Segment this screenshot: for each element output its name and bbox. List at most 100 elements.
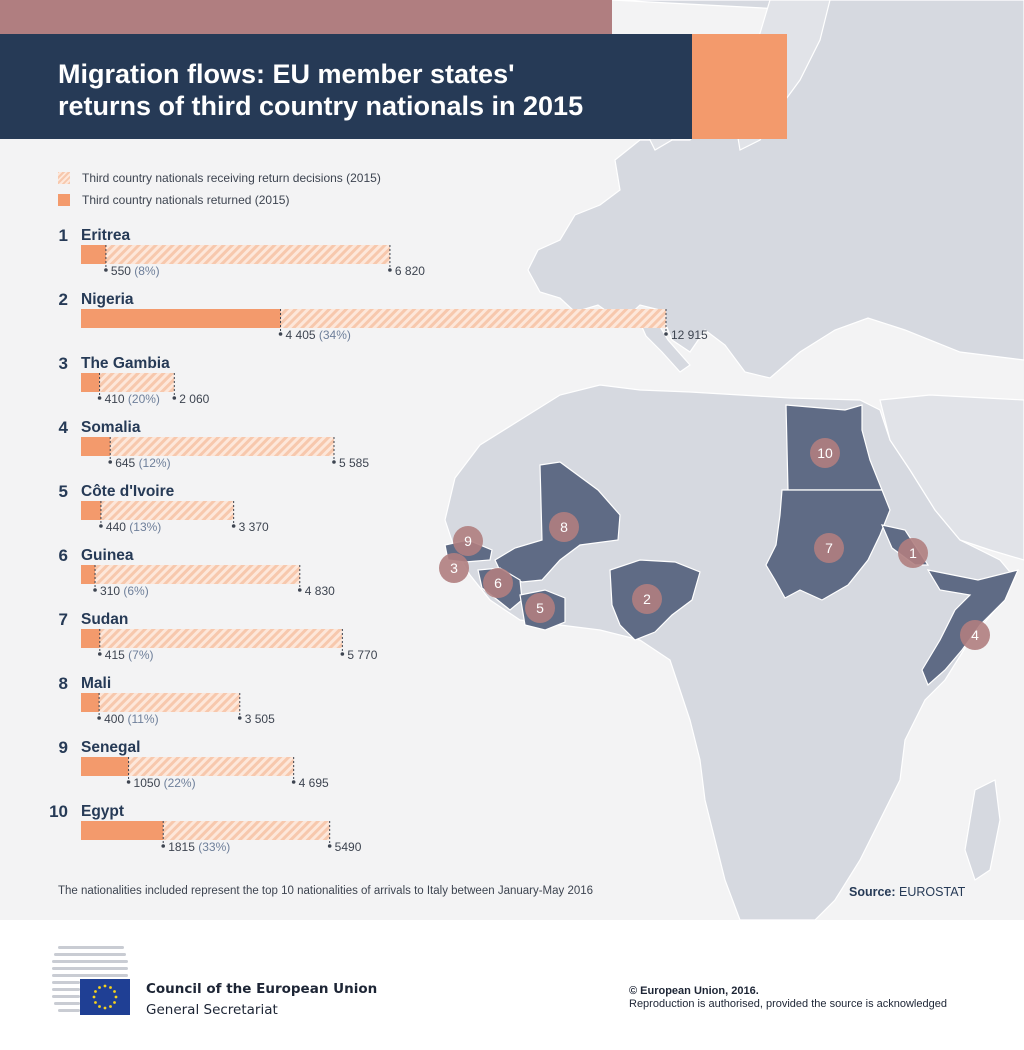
dot-returned	[104, 268, 108, 272]
map-marker: 6	[483, 568, 513, 598]
map-marker-label: 1	[909, 545, 917, 561]
source-credit: Source: EUROSTAT	[849, 885, 965, 899]
map-marker: 10	[810, 438, 840, 468]
value-label-decisions: 5490	[335, 840, 362, 854]
map-marker-label: 6	[494, 575, 502, 591]
eu-star	[92, 995, 96, 999]
value-label-decisions: 4 695	[299, 776, 329, 790]
rank-label: 4	[59, 418, 69, 437]
source-value: EUROSTAT	[899, 885, 966, 899]
eu-star	[113, 990, 116, 993]
page-title: Migration flows: EU member states' retur…	[58, 58, 678, 122]
chart-row: 5 Côte d'Ivoire 440 (13%) 3 370	[59, 482, 269, 534]
chart-row: 9 Senegal 1050 (22%) 4 695	[59, 738, 329, 790]
rank-label: 6	[59, 546, 68, 565]
map-marker-label: 8	[560, 519, 568, 535]
country-label: Nigeria	[81, 291, 134, 308]
infographic-canvas: 1 2 3 4 5 6 7 8 9 10 Migration flows: EU member s…	[0, 0, 1024, 920]
chart-row: 7 Sudan 415 (7%) 5 770	[59, 610, 378, 662]
map-marker: 3	[439, 553, 469, 583]
dot-returned	[278, 332, 283, 336]
bar-returned	[81, 821, 164, 840]
dot-decisions	[332, 460, 336, 464]
eu-star	[103, 984, 107, 988]
value-label-returned: 645 (12%)	[115, 456, 170, 470]
dot-decisions	[297, 588, 302, 592]
dot-returned	[97, 652, 102, 656]
country-label: Eritrea	[81, 227, 130, 244]
bar-returned	[81, 501, 101, 520]
bar-decisions	[81, 693, 240, 712]
map-marker-label: 3	[450, 560, 458, 576]
eu-star	[103, 1006, 107, 1010]
bar-returned	[81, 245, 106, 264]
title-bar	[0, 34, 692, 139]
map-marker-circle	[525, 593, 555, 623]
council-logo	[52, 946, 130, 1015]
value-label-decisions: 3 505	[245, 712, 275, 726]
map-arabia	[879, 394, 1024, 561]
rank-label: 5	[59, 482, 68, 501]
map-marker-circle	[810, 438, 840, 468]
map-marker-label: 5	[536, 600, 544, 616]
dot-returned	[93, 588, 97, 592]
rank-label: 7	[59, 610, 68, 629]
rank-label: 3	[59, 354, 68, 373]
footnote: The nationalities included represent the…	[58, 885, 594, 897]
bar-returned	[81, 309, 281, 328]
org-subname: General Secretariat	[146, 1002, 278, 1018]
value-label-returned: 410 (20%)	[105, 392, 160, 406]
map-marker: 5	[525, 593, 555, 623]
map-marker-label: 10	[817, 445, 833, 461]
dot-decisions	[340, 652, 345, 656]
map-marker-circle	[632, 584, 662, 614]
eu-star	[109, 986, 112, 989]
value-label-decisions: 2 060	[179, 392, 209, 406]
bar-returned	[81, 693, 100, 712]
bar-decisions	[81, 629, 343, 648]
eu-star	[94, 990, 97, 993]
copyright: © European Union, 2016.	[629, 985, 759, 997]
org-name: Council of the European Union	[146, 981, 378, 997]
country-label: Guinea	[81, 547, 134, 564]
eu-star	[94, 1001, 97, 1004]
country-label: Mali	[81, 675, 111, 692]
map-marker-circle	[814, 533, 844, 563]
map-marker: 2	[632, 584, 662, 614]
chart-row: 3 The Gambia 410 (20%) 2 060	[59, 354, 210, 406]
map-marker-label: 7	[825, 540, 833, 556]
title-line-2: returns of third country nationals in 20…	[58, 91, 584, 121]
map-marker-circle	[960, 620, 990, 650]
dot-decisions	[664, 332, 668, 336]
rank-label: 10	[49, 802, 68, 821]
eu-star	[113, 1001, 116, 1004]
map-marker: 1	[898, 538, 928, 568]
bar-decisions	[81, 373, 175, 392]
legend-swatch-decisions	[58, 172, 70, 184]
country-label: Somalia	[81, 419, 141, 436]
header-top-strip	[0, 0, 612, 34]
value-label-returned: 1050 (22%)	[134, 776, 196, 790]
eu-flag	[80, 979, 130, 1015]
country-label: Egypt	[81, 803, 124, 820]
country-label: Senegal	[81, 739, 140, 756]
value-label-decisions: 6 820	[395, 264, 425, 278]
bar-decisions	[81, 757, 294, 776]
dot-decisions	[231, 524, 236, 528]
dot-decisions	[327, 844, 332, 848]
chart-row: 2 Nigeria 4 405 (34%) 12 915	[59, 290, 708, 342]
legend-swatch-returned	[58, 194, 70, 206]
bar-returned	[81, 629, 100, 648]
chart-row: 10 Egypt 1815 (33%) 5490	[49, 802, 362, 854]
rank-label: 1	[59, 226, 68, 245]
country-label: Sudan	[81, 611, 128, 628]
map-marker-circle	[483, 568, 513, 598]
map-marker-label: 9	[464, 533, 472, 549]
title-accent-block	[692, 34, 787, 139]
value-label-decisions: 12 915	[671, 328, 708, 342]
value-label-decisions: 4 830	[305, 584, 335, 598]
reproduction-notice: Reproduction is authorised, provided the…	[629, 998, 947, 1010]
bar-chart: 1 Eritrea 550 (8%) 6 820 2 Nigeria 4 405 (34%)…	[49, 226, 708, 854]
map-madagascar	[964, 779, 1001, 881]
value-label-returned: 1815 (33%)	[168, 840, 230, 854]
